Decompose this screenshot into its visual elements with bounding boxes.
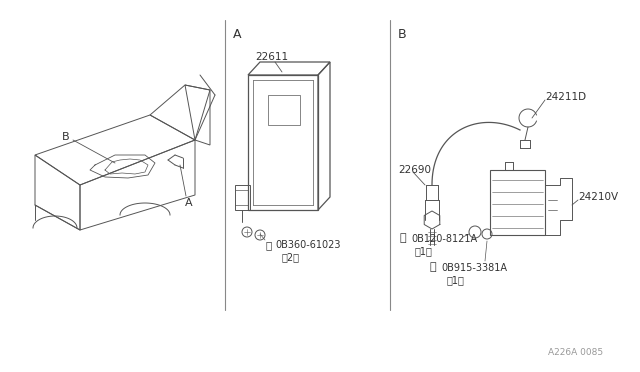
Text: Ⓢ: Ⓢ	[266, 240, 272, 250]
Text: 22690: 22690	[398, 165, 431, 175]
Text: 24211D: 24211D	[545, 92, 586, 102]
Text: 24210V: 24210V	[578, 192, 618, 202]
Text: （2）: （2）	[282, 252, 300, 262]
Text: A226A 0085: A226A 0085	[548, 348, 603, 357]
Text: 22611: 22611	[255, 52, 288, 62]
Text: B: B	[398, 28, 406, 41]
Text: 0B360-61023: 0B360-61023	[275, 240, 340, 250]
Text: B: B	[62, 132, 70, 142]
Text: （1）: （1）	[415, 246, 433, 256]
Text: Ⓑ: Ⓑ	[400, 233, 406, 243]
Text: A: A	[185, 198, 193, 208]
Text: Ⓟ: Ⓟ	[430, 262, 436, 272]
Text: A: A	[233, 28, 241, 41]
Text: 0B915-3381A: 0B915-3381A	[441, 263, 507, 273]
Text: 0B120-8121A: 0B120-8121A	[411, 234, 477, 244]
Text: （1）: （1）	[447, 275, 465, 285]
Bar	[490, 170, 545, 235]
